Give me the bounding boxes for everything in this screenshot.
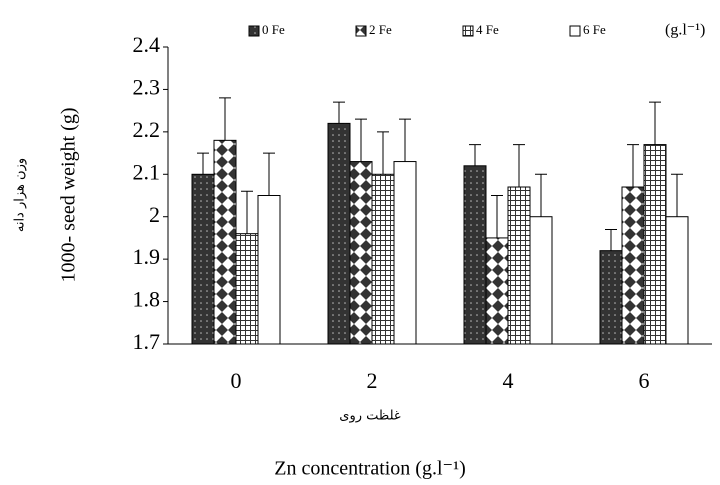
- bar: [621, 186, 645, 345]
- bar: [191, 173, 215, 345]
- error-bar: [605, 228, 617, 251]
- x-tick-label: 0: [231, 368, 242, 393]
- error-bar: [241, 190, 253, 234]
- legend-label: 0 Fe: [262, 22, 285, 37]
- x-tick-label: 2: [367, 368, 378, 393]
- error-bar: [197, 152, 209, 175]
- legend-swatch: [355, 25, 367, 37]
- error-bar: [399, 118, 411, 162]
- y-tick-label: 1.9: [133, 244, 161, 269]
- legend-unit: (g.l⁻¹): [665, 22, 705, 39]
- error-bar: [649, 101, 661, 145]
- error-bar: [377, 131, 389, 175]
- y-tick-label: 2.4: [133, 32, 161, 57]
- error-bar: [535, 173, 547, 217]
- bar: [599, 250, 623, 345]
- bar: [485, 237, 509, 345]
- x-tick-label: 6: [639, 368, 650, 393]
- bar: [529, 216, 553, 345]
- error-bar: [513, 144, 525, 188]
- y-tick-label: 1.7: [133, 329, 161, 354]
- bar: [349, 161, 373, 345]
- legend-swatch: [569, 25, 581, 37]
- bar: [257, 195, 281, 345]
- legend-label: 6 Fe: [583, 22, 606, 37]
- bar: [327, 122, 351, 345]
- legend-label: 4 Fe: [476, 22, 499, 37]
- error-bar: [263, 152, 275, 196]
- bar: [371, 173, 395, 345]
- bar: [463, 165, 487, 345]
- bar: [213, 139, 237, 345]
- bar: [235, 233, 259, 345]
- error-bar: [469, 144, 481, 166]
- error-bar: [219, 97, 231, 141]
- error-bar: [355, 118, 367, 162]
- y-tick-label: 2.1: [133, 159, 161, 184]
- legend-swatch: [462, 25, 474, 37]
- legend-label: 2 Fe: [369, 22, 392, 37]
- error-bar: [671, 173, 683, 217]
- error-bar: [491, 195, 503, 238]
- y-axis-label: 1000- seed weight (g): [58, 108, 80, 283]
- y-tick-label: 2: [149, 202, 160, 227]
- y-tick-label: 2.3: [133, 74, 161, 99]
- bar: [643, 144, 667, 345]
- x-tick-label: 4: [503, 368, 514, 393]
- y-tick-label: 1.8: [133, 287, 161, 312]
- bar: [507, 186, 531, 345]
- bar: [665, 216, 689, 345]
- y-tick-label: 2.2: [133, 117, 161, 142]
- error-bar: [333, 101, 345, 124]
- bar: [393, 161, 417, 345]
- error-bar: [627, 144, 639, 188]
- x-axis-label-fa: غلظت روی: [339, 409, 401, 424]
- y-axis-label-fa: وزن هزار دانه: [13, 158, 28, 232]
- legend-swatch: [248, 25, 260, 37]
- x-axis-label: Zn concentration (g.l⁻¹): [274, 458, 465, 480]
